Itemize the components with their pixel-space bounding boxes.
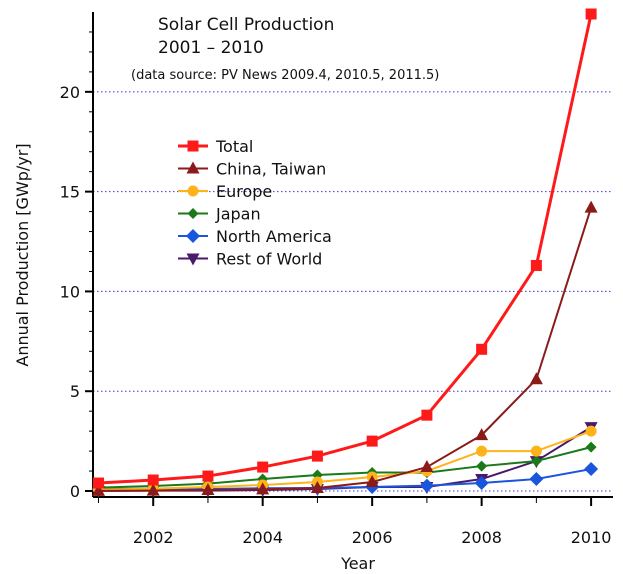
x-tick-label: 2006 (352, 528, 393, 547)
legend-entry: Europe (178, 182, 272, 201)
data-point (419, 478, 434, 493)
x-axis-label: Year (340, 554, 375, 573)
legend-marker (187, 185, 199, 197)
series-line (98, 430, 592, 491)
data-point (476, 343, 488, 355)
data-point (91, 483, 105, 496)
data-point (585, 441, 597, 453)
x-tick-label: 2008 (461, 528, 502, 547)
chart-source-note: (data source: PV News 2009.4, 2010.5, 20… (131, 68, 439, 83)
legend-label: Japan (215, 205, 261, 224)
data-point (585, 8, 597, 20)
data-point (474, 476, 489, 491)
tick-labels: 0 5 10 15 20 2002 2004 2006 2008 2010 (60, 83, 612, 547)
data-point (146, 483, 160, 496)
y-tick-label: 10 (60, 282, 80, 301)
data-point (530, 445, 542, 457)
data-point (310, 481, 324, 494)
data-point (529, 472, 544, 487)
y-tick-label: 15 (60, 183, 80, 202)
grid-lines (93, 91, 613, 492)
y-axis-label: Annual Production [GWp/yr] (13, 143, 32, 366)
data-point (476, 445, 488, 457)
data-point (365, 475, 379, 488)
legend-marker (187, 140, 199, 152)
chart-title: Solar Cell Production (158, 15, 334, 35)
data-point (257, 461, 269, 473)
legend-entry: North America (178, 227, 332, 246)
legend-entry: China, Taiwan (178, 160, 326, 179)
legend-entry: Total (178, 137, 253, 156)
legend-label: China, Taiwan (216, 160, 326, 179)
data-point (530, 259, 542, 271)
series-lines (91, 8, 599, 498)
legend-marker (186, 161, 200, 174)
data-point (421, 409, 433, 421)
series-china-taiwan (91, 200, 598, 496)
series-total (92, 8, 597, 489)
legend-label: Rest of World (216, 250, 322, 269)
legend-marker (186, 229, 200, 243)
series-line (98, 468, 592, 491)
data-point (311, 450, 323, 462)
data-point (585, 425, 597, 437)
y-tick-label: 20 (60, 83, 80, 102)
data-point (92, 477, 104, 489)
x-tick-label: 2002 (133, 528, 174, 547)
data-point (420, 460, 434, 473)
series-line (98, 446, 592, 489)
data-point (475, 428, 489, 441)
data-point (584, 462, 599, 477)
data-point (476, 460, 488, 472)
data-point (201, 483, 215, 496)
data-point (202, 470, 214, 482)
series-line (98, 207, 593, 492)
data-point (366, 435, 378, 447)
data-point (147, 474, 159, 486)
data-point (256, 482, 270, 495)
data-point (529, 372, 543, 385)
y-tick-label: 5 (70, 382, 80, 401)
x-tick-label: 2004 (242, 528, 283, 547)
chart-subtitle: 2001 – 2010 (158, 38, 264, 58)
legend-marker (186, 253, 200, 266)
legend-label: Europe (216, 182, 272, 201)
x-tick-label: 2010 (571, 528, 612, 547)
y-tick-label: 0 (70, 482, 80, 501)
data-point (530, 455, 542, 467)
data-point (584, 200, 598, 213)
series-line (98, 13, 593, 485)
axes (85, 12, 613, 506)
legend-entry: Rest of World (178, 250, 322, 269)
legend-label: North America (216, 227, 332, 246)
series-rest-of-world (91, 422, 598, 498)
legend: Total China, Taiwan Europe Japan North Ameri… (178, 137, 332, 269)
legend-entry: Japan (178, 205, 261, 224)
legend-label: Total (215, 137, 253, 156)
legend-marker (187, 208, 199, 219)
